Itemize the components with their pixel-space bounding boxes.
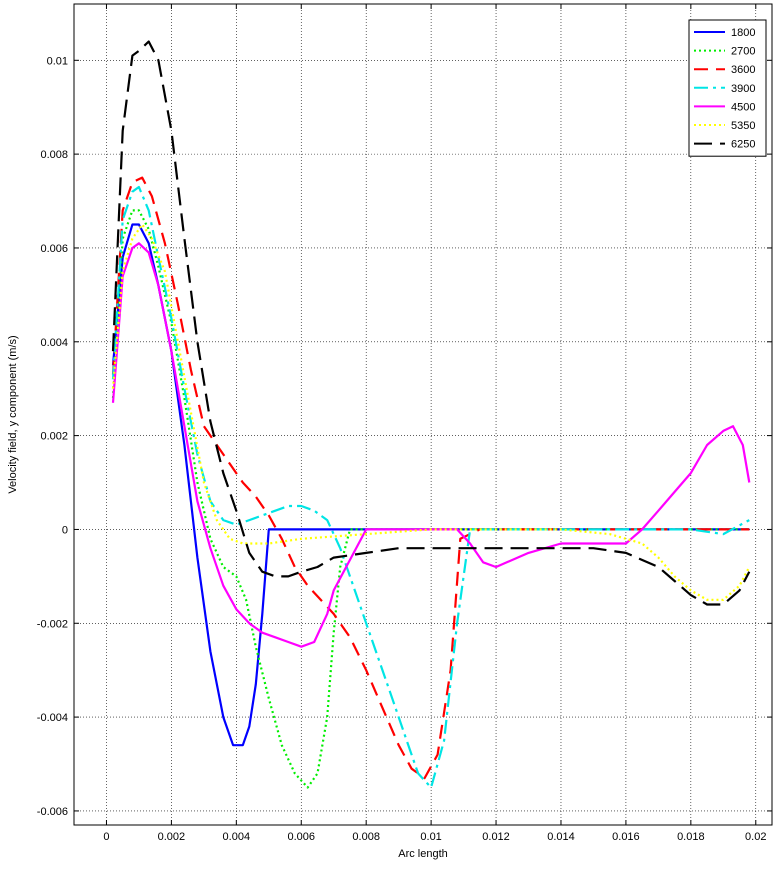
x-tick-label: 0.002 [158,831,186,843]
series-line-4500 [111,242,751,648]
y-axis-ticks: -0.006 -0.004 -0.002 0 0.002 0.004 0.006 0.008 0… [37,55,772,818]
x-tick-label: 0.006 [287,831,315,843]
x-tick-label: 0 [103,831,109,843]
y-tick-label: 0.008 [40,149,68,161]
x-tick-label: 0.012 [482,831,510,843]
x-tick-label: 0.008 [352,831,380,843]
series-line-1800 [111,223,750,747]
legend-label-1800: 1800 [731,27,755,39]
x-tick-label: 0.018 [677,831,705,843]
x-tick-label: 0.01 [420,831,441,843]
series-line-3600 [111,176,750,780]
series-line-5350 [111,223,751,601]
x-axis-ticks: 0 0.002 0.004 0.006 0.008 0.01 0.012 0.014 0.016… [103,4,766,843]
y-tick-label: 0 [62,524,68,536]
y-tick-label: 0.002 [40,431,68,443]
x-tick-label: 0.016 [612,831,640,843]
y-tick-label: -0.004 [37,712,68,724]
x-axis-label: Arc length [398,848,448,860]
plot-frame [73,3,773,826]
series-lines [111,40,751,789]
x-tick-label: 0.004 [223,831,251,843]
plot-area [73,3,773,826]
series-line-3900 [111,185,750,789]
legend-label-5350: 5350 [731,120,755,132]
y-tick-label: 0.01 [47,55,68,67]
series-line-6250 [111,40,751,606]
legend-label-3600: 3600 [731,64,755,76]
y-tick-label: 0.006 [40,243,68,255]
plot-background [74,4,772,825]
y-tick-label: -0.002 [37,618,68,630]
x-tick-label: 0.02 [745,831,766,843]
legend: 1800 2700 3600 3900 4500 5350 6250 [688,19,767,157]
legend-label-4500: 4500 [731,101,755,113]
y-tick-label: -0.006 [37,806,68,818]
y-tick-label: 0.004 [40,337,68,349]
y-axis-label: Velocity field, y component (m/s) [7,335,19,493]
legend-label-6250: 6250 [731,139,755,151]
grid-lines [74,4,772,825]
x-tick-label: 0.014 [547,831,575,843]
series-line-2700 [111,209,750,789]
legend-label-3900: 3900 [731,83,755,95]
legend-label-2700: 2700 [731,46,755,58]
